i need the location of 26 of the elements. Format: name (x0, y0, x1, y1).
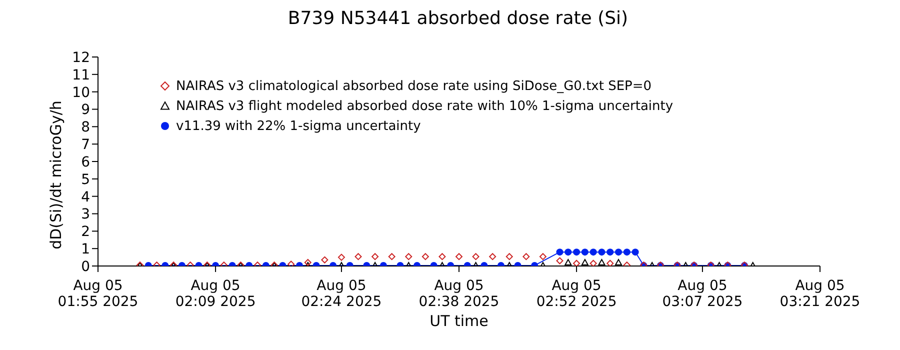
y-tick-label: 9 (81, 102, 90, 118)
y-tick-label: 0 (81, 258, 90, 275)
x-tick-label: Aug 05 02:52 2025 (536, 278, 617, 310)
y-tick-label: 10 (72, 84, 90, 101)
y-tick-label: 1 (81, 242, 90, 258)
y-axis-title: dD(Si)/dt microGy/h (47, 100, 65, 250)
y-tick-label: 2 (81, 224, 90, 240)
x-tick-label: Aug 05 01:55 2025 (58, 278, 138, 310)
y-tick-label: 3 (81, 206, 90, 223)
y-tick-label: 5 (81, 172, 90, 188)
y-tick-label: 4 (81, 189, 90, 206)
x-tick-label: Aug 05 02:09 2025 (175, 278, 256, 310)
y-tick-label: 11 (72, 67, 90, 84)
y-tick-label: 6 (81, 154, 90, 170)
y-tick-label: 8 (81, 120, 90, 136)
y-tick-label: 12 (72, 50, 90, 66)
chart-title: B739 N53441 absorbed dose rate (Si) (286, 8, 630, 29)
legend-label: NAIRAS v3 flight modeled absorbed dose rate with 10% 1-sigma uncertainty (176, 98, 674, 114)
x-tick-label: Aug 05 02:24 2025 (301, 278, 382, 310)
x-tick-label: Aug 05 03:07 2025 (662, 278, 743, 310)
y-tick-label: 7 (81, 137, 90, 154)
x-axis-title: UT time (428, 312, 490, 330)
x-tick-label: Aug 05 03:21 2025 (780, 278, 860, 310)
x-tick-label: Aug 05 02:38 2025 (418, 278, 500, 310)
legend-label: NAIRAS v3 climatological absorbed dose rate using SiDose_G0.txt SEP=0 (176, 78, 652, 94)
legend-label: v11.39 with 22% 1-sigma uncertainty (176, 118, 421, 134)
